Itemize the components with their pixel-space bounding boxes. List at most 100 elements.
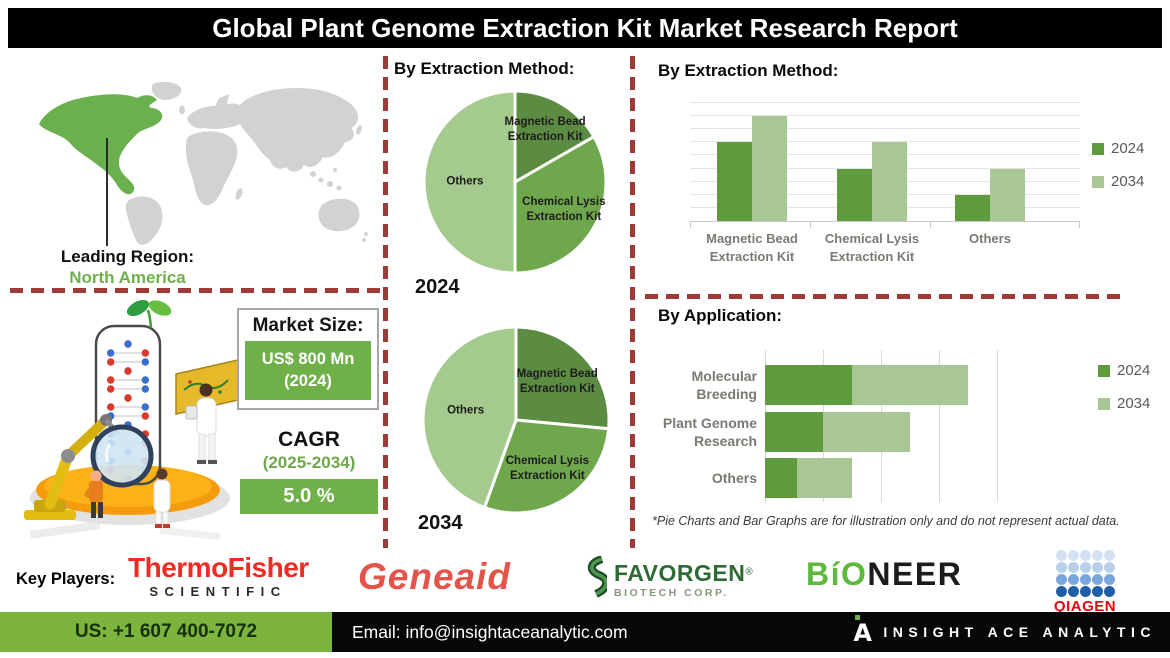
app-bar-2034-2	[796, 458, 852, 498]
application-section-heading: By Application:	[658, 306, 783, 325]
helix-bead	[141, 385, 150, 393]
island-japan	[356, 125, 362, 135]
pie-slice-label: Others	[447, 404, 485, 417]
logo-thermo-fisher: ThermoFisher SCIENTIFIC	[128, 552, 309, 599]
island-se-asia	[336, 185, 342, 191]
floor-shadows	[29, 521, 221, 541]
market-size-year: (2024)	[284, 372, 332, 391]
bar-gridline	[690, 115, 1080, 117]
helix-bead	[141, 412, 150, 420]
leading-region-callout: Leading Region: North America	[30, 246, 225, 289]
pie-slice-label: Chemical Lysis Extraction Kit	[505, 455, 590, 483]
qiagen-dot	[1091, 549, 1103, 561]
helix-bead	[106, 385, 115, 393]
world-map	[39, 81, 368, 245]
bar-axis-tick	[690, 221, 691, 228]
market-size-box: Market Size: US$ 800 Mn (2024)	[237, 308, 379, 410]
app-bar-2024-1	[765, 412, 823, 452]
app-category-label: Others	[711, 469, 757, 486]
favorgen-ribbon-icon	[587, 556, 607, 598]
market-size-value-badge: US$ 800 Mn (2024)	[245, 341, 371, 400]
pie-chart-svg	[421, 325, 611, 515]
logo-a-glyph: A	[853, 619, 872, 647]
pie-year-label-2024: 2024	[415, 276, 460, 298]
helix-bead	[124, 367, 132, 375]
helix-bead	[141, 358, 150, 366]
qiagen-dot	[1079, 585, 1091, 597]
page-title: Global Plant Genome Extraction Kit Marke…	[8, 8, 1162, 48]
divider-dashed-vertical-left	[383, 56, 388, 548]
legend-label: 2024	[1117, 362, 1151, 379]
insight-ace-logo-icon: A	[853, 615, 873, 647]
logo-green-dot	[855, 615, 861, 620]
legend-swatch	[1092, 175, 1104, 188]
bar-gridline	[690, 141, 1080, 143]
application-chart-legend: 2024 2034	[1098, 362, 1150, 412]
island-se-asia	[327, 181, 333, 187]
helix-bead	[106, 349, 115, 357]
bar-category-label: Magnetic Bead Extraction Kit	[706, 231, 798, 264]
qiagen-dot	[1079, 549, 1091, 561]
pie-slice	[422, 89, 517, 275]
island-se-asia	[310, 171, 316, 177]
plant-sprout	[126, 299, 172, 329]
continent-africa	[185, 131, 238, 206]
bar-category-label: Chemical Lysis Extraction Kit	[824, 231, 920, 264]
bar-chart-plot	[690, 102, 1080, 228]
technician-orange	[89, 470, 103, 518]
logo-bioneer: BíONEER	[806, 556, 962, 593]
divider-dashed-horizontal-left	[10, 288, 382, 293]
qiagen-dot	[1055, 585, 1067, 597]
legend-item: 2034	[1092, 173, 1144, 190]
bioneer-wordmark-black: NEER	[867, 556, 963, 592]
cagr-label: CAGR	[278, 428, 340, 451]
bar-section-heading: By Extraction Method:	[658, 61, 839, 80]
qiagen-dot-row	[1052, 561, 1118, 573]
qiagen-dot	[1103, 585, 1115, 597]
market-size-value: US$ 800 Mn	[261, 350, 355, 368]
scientist-front	[153, 468, 171, 528]
legend-label: 2024	[1111, 140, 1145, 157]
bar-category-label: Others	[969, 231, 1011, 246]
pie-chart-svg	[422, 89, 608, 275]
cagr-block: CAGR (2025-2034) 5.0 %	[240, 428, 378, 514]
key-players-row: Key Players: ThermoFisher SCIENTIFIC Gen…	[0, 548, 1170, 615]
insight-ace-brand-text: INSIGHT ACE ANALYTIC	[883, 624, 1156, 640]
divider-dashed-vertical-right	[630, 56, 635, 548]
legend-swatch	[1098, 397, 1110, 410]
pie-slice-label: Magnetic Bead Extraction Kit	[516, 368, 598, 396]
island-madagascar	[235, 188, 243, 200]
key-players-label: Key Players:	[16, 570, 116, 588]
contact-footer: US: +1 607 400-7072 Email: info@insighta…	[0, 612, 1170, 652]
island-nz	[362, 238, 366, 242]
qiagen-dot	[1091, 573, 1103, 585]
qiagen-dot-row	[1052, 573, 1118, 585]
qiagen-dot	[1067, 585, 1079, 597]
bar-axis-tick	[810, 221, 811, 228]
insight-ace-brand: A INSIGHT ACE ANALYTIC	[853, 612, 1156, 652]
app-gridline	[939, 350, 940, 502]
helix-bead	[141, 349, 150, 357]
robot-arm	[24, 414, 120, 520]
continent-europe	[187, 94, 248, 130]
pie-chart-2024: Magnetic Bead Extraction Kit Chemical Lys…	[422, 89, 608, 275]
helix-bead	[106, 376, 115, 384]
pie-chart-2034: Magnetic Bead Extraction Kit Chemical Lys…	[421, 325, 611, 515]
pie-slice	[513, 134, 608, 275]
island-uk	[179, 105, 185, 115]
qiagen-dot	[1103, 549, 1115, 561]
thermo-fisher-wordmark: ThermoFisher	[128, 552, 309, 583]
island-philippines	[333, 168, 337, 172]
bar-2034-1	[872, 142, 907, 221]
leading-region-value: North America	[69, 268, 186, 288]
app-category-label: Plant Genome Research	[662, 414, 757, 449]
pie-slice-label: Others	[446, 175, 484, 188]
continent-asia	[236, 88, 359, 172]
qiagen-dot-row	[1052, 549, 1118, 561]
chart-footnote: *Pie Charts and Bar Graphs are for illus…	[652, 514, 1120, 528]
pie-slice-label: Magnetic Bead Extraction Kit	[504, 116, 586, 144]
qiagen-dot	[1067, 561, 1079, 573]
pie-year-label-2034: 2034	[418, 512, 463, 534]
pie-slice	[514, 325, 611, 431]
bar-axis-tick	[1079, 221, 1080, 228]
